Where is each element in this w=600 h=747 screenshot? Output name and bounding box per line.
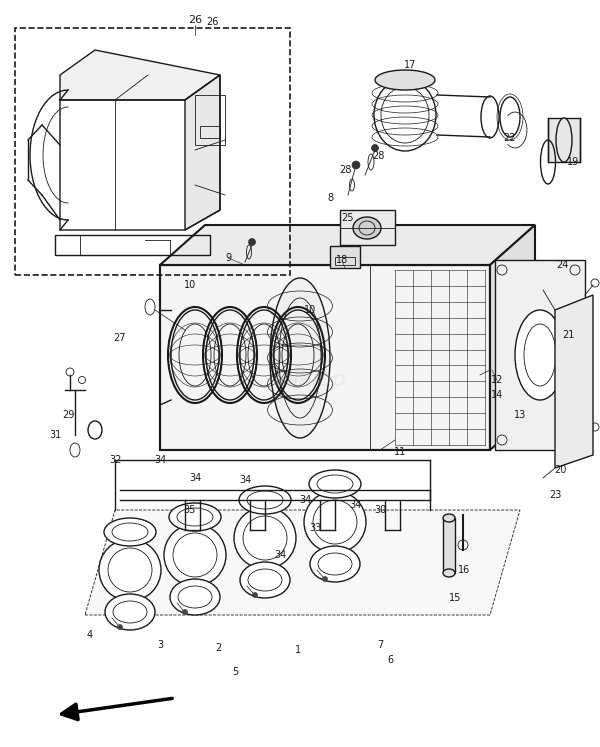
Text: 25: 25 <box>342 213 354 223</box>
Ellipse shape <box>99 539 161 601</box>
Polygon shape <box>160 225 535 265</box>
Bar <box>55 235 210 255</box>
Text: 9: 9 <box>225 253 231 263</box>
Text: 35: 35 <box>184 505 196 515</box>
Text: 13: 13 <box>514 410 526 420</box>
Bar <box>330 246 360 268</box>
Bar <box>335 257 355 265</box>
Text: 28: 28 <box>339 165 351 175</box>
Text: 26: 26 <box>188 15 202 25</box>
Polygon shape <box>495 260 585 450</box>
Text: 1: 1 <box>295 645 301 655</box>
Bar <box>195 95 225 145</box>
Text: 32: 32 <box>109 455 121 465</box>
Ellipse shape <box>556 118 572 162</box>
Text: 11: 11 <box>394 447 406 457</box>
Polygon shape <box>160 265 490 450</box>
Ellipse shape <box>310 546 360 582</box>
Ellipse shape <box>104 518 156 546</box>
Text: 6: 6 <box>387 655 393 665</box>
Polygon shape <box>60 50 220 100</box>
Text: 5: 5 <box>232 667 238 677</box>
Ellipse shape <box>170 579 220 615</box>
Text: 3: 3 <box>157 640 163 650</box>
Text: 22: 22 <box>504 133 516 143</box>
Polygon shape <box>555 295 593 468</box>
Text: 34: 34 <box>274 550 286 560</box>
Ellipse shape <box>375 70 435 90</box>
Bar <box>548 118 580 162</box>
Ellipse shape <box>352 161 360 169</box>
Ellipse shape <box>515 310 565 400</box>
Text: 27: 27 <box>114 333 126 343</box>
Text: 34: 34 <box>154 455 166 465</box>
Ellipse shape <box>105 594 155 630</box>
Text: 30: 30 <box>374 505 386 515</box>
Text: 29: 29 <box>62 410 74 420</box>
Ellipse shape <box>234 507 296 569</box>
Text: 8: 8 <box>327 193 333 203</box>
Bar <box>160 265 490 450</box>
Text: 26: 26 <box>206 17 218 27</box>
Ellipse shape <box>253 592 257 598</box>
Text: 12: 12 <box>491 375 503 385</box>
Text: 28: 28 <box>372 151 384 161</box>
Polygon shape <box>185 75 220 230</box>
Ellipse shape <box>182 610 187 615</box>
Ellipse shape <box>118 624 122 630</box>
Bar <box>443 518 455 573</box>
Ellipse shape <box>309 470 361 498</box>
Text: 17: 17 <box>404 60 416 70</box>
Ellipse shape <box>169 503 221 531</box>
Text: 20: 20 <box>554 465 566 475</box>
Ellipse shape <box>248 238 256 246</box>
Text: 16: 16 <box>458 565 470 575</box>
Ellipse shape <box>353 217 381 239</box>
Text: 18: 18 <box>336 255 348 265</box>
Ellipse shape <box>164 524 226 586</box>
Text: 33: 33 <box>309 523 321 533</box>
Text: 15: 15 <box>449 593 461 603</box>
Text: 34: 34 <box>299 495 311 505</box>
Text: 4: 4 <box>87 630 93 640</box>
Text: 34: 34 <box>239 475 251 485</box>
Bar <box>340 210 395 245</box>
Text: eliklop: eliklop <box>274 370 346 390</box>
Text: 34: 34 <box>189 473 201 483</box>
Text: 14: 14 <box>491 390 503 400</box>
Text: 10: 10 <box>304 305 316 315</box>
Text: 21: 21 <box>562 330 574 340</box>
Ellipse shape <box>304 491 366 553</box>
Text: 23: 23 <box>549 490 561 500</box>
Text: 34: 34 <box>349 500 361 510</box>
Text: 10: 10 <box>184 280 196 290</box>
Text: 2: 2 <box>215 643 221 653</box>
Ellipse shape <box>443 569 455 577</box>
Polygon shape <box>85 510 520 615</box>
Text: 24: 24 <box>556 260 568 270</box>
Text: 7: 7 <box>377 640 383 650</box>
Bar <box>200 126 220 138</box>
Ellipse shape <box>443 514 455 522</box>
Ellipse shape <box>270 278 330 438</box>
Bar <box>15 28 290 275</box>
Text: 31: 31 <box>49 430 61 440</box>
Ellipse shape <box>239 486 291 514</box>
Ellipse shape <box>371 144 379 152</box>
Polygon shape <box>490 225 535 450</box>
Ellipse shape <box>323 577 328 581</box>
Ellipse shape <box>240 562 290 598</box>
Text: 19: 19 <box>567 157 579 167</box>
